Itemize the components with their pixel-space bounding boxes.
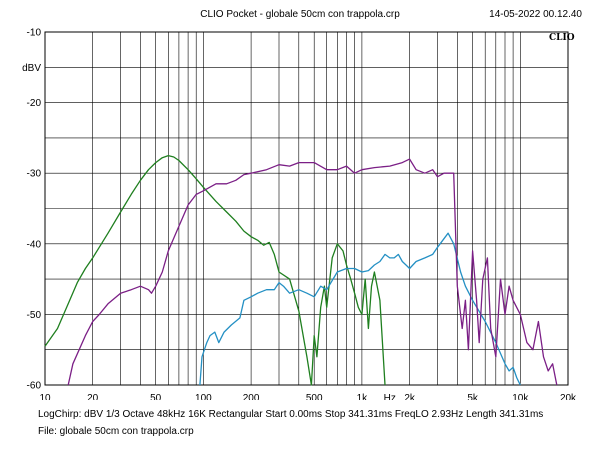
file-name: File: globale 50cm con trappola.crp (38, 426, 194, 437)
y-tick-label: dBV (22, 63, 41, 74)
x-tick-label: 10k (512, 393, 529, 400)
frequency-response-chart: 10 20 50 100 200 500 1k Hz 2k 5k 10k 20k -10 dBV -20 -3… (22, 28, 577, 401)
grid (45, 32, 568, 385)
x-tick-label: 20 (87, 393, 99, 400)
y-tick-label: -60 (27, 381, 42, 392)
clio-brand-label: CLIO (549, 33, 575, 43)
x-tick-label: 100 (195, 393, 212, 400)
timestamp: 14-05-2022 00.12.40 (489, 9, 582, 20)
series-line-1 (44, 154, 386, 386)
y-tick-label: -20 (27, 98, 42, 109)
series-layer (44, 154, 558, 386)
x-tick-label: 10 (39, 393, 51, 400)
chart-title: CLIO Pocket - globale 50cm con trappola.… (200, 9, 400, 20)
x-tick-label: 2k (404, 393, 416, 400)
measurement-parameters: LogChirp: dBV 1/3 Octave 48kHz 16K Recta… (38, 409, 544, 420)
y-tick-label: -40 (27, 239, 42, 250)
x-tick-label: 500 (306, 393, 323, 400)
x-tick-label: 5k (467, 393, 479, 400)
y-tick-label: -30 (27, 169, 42, 180)
x-tick-label: 200 (243, 393, 260, 400)
y-tick-label: -50 (27, 310, 42, 321)
series-line-2 (199, 232, 521, 386)
axis-labels: 10 20 50 100 200 500 1k Hz 2k 5k 10k 20k -10 dBV -20 -3… (22, 28, 577, 401)
series-line-3 (67, 158, 558, 386)
x-tick-label: 20k (560, 393, 577, 400)
x-tick-label: 1k (357, 393, 369, 400)
x-tick-label: Hz (384, 393, 396, 400)
x-tick-label: 50 (150, 393, 162, 400)
y-tick-label: -10 (27, 28, 42, 39)
